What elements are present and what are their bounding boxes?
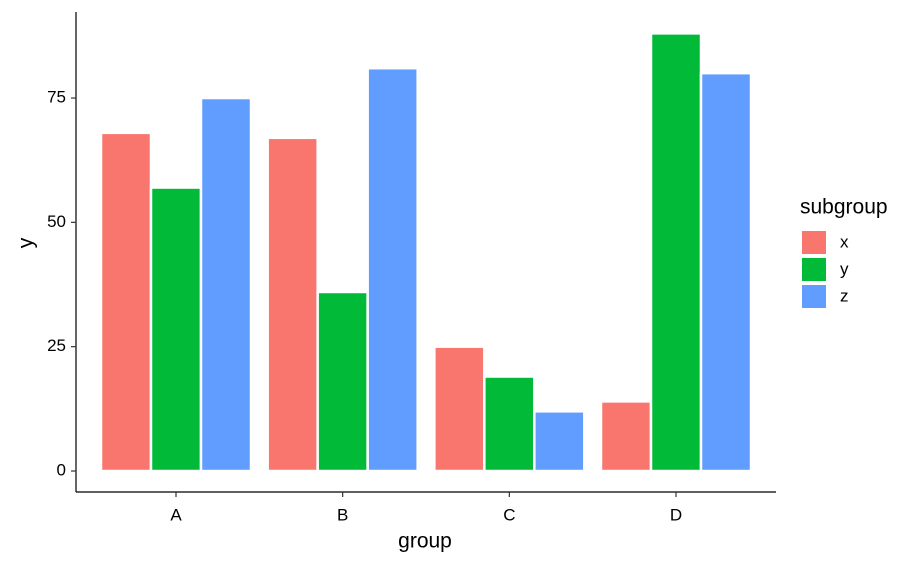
x-axis-title: group	[398, 530, 452, 553]
bar	[99, 131, 153, 473]
y-tick-label: 0	[57, 460, 66, 479]
y-tick-label: 25	[47, 336, 66, 355]
legend-label: x	[840, 232, 849, 251]
legend-key	[802, 231, 826, 254]
bar	[599, 400, 653, 473]
bar	[649, 32, 703, 473]
x-tick-label: C	[503, 505, 515, 524]
y-axis-title: y	[15, 237, 38, 248]
legend-label: z	[840, 286, 849, 305]
bar	[433, 345, 486, 473]
bar	[199, 96, 253, 473]
x-tick-label: A	[170, 505, 182, 524]
bar	[316, 290, 369, 473]
legend-key	[802, 258, 826, 281]
bar	[699, 71, 753, 473]
bar	[483, 375, 536, 473]
legend-title: subgroup	[800, 196, 888, 219]
x-tick-label: B	[337, 505, 348, 524]
bar	[533, 410, 586, 473]
x-tick-label: D	[670, 505, 682, 524]
bar	[149, 186, 203, 473]
legend-label: y	[840, 259, 849, 278]
y-tick-label: 50	[47, 212, 66, 231]
y-tick-label: 75	[47, 88, 66, 107]
bar	[266, 136, 319, 473]
bar	[366, 66, 419, 473]
legend-key	[802, 285, 826, 308]
